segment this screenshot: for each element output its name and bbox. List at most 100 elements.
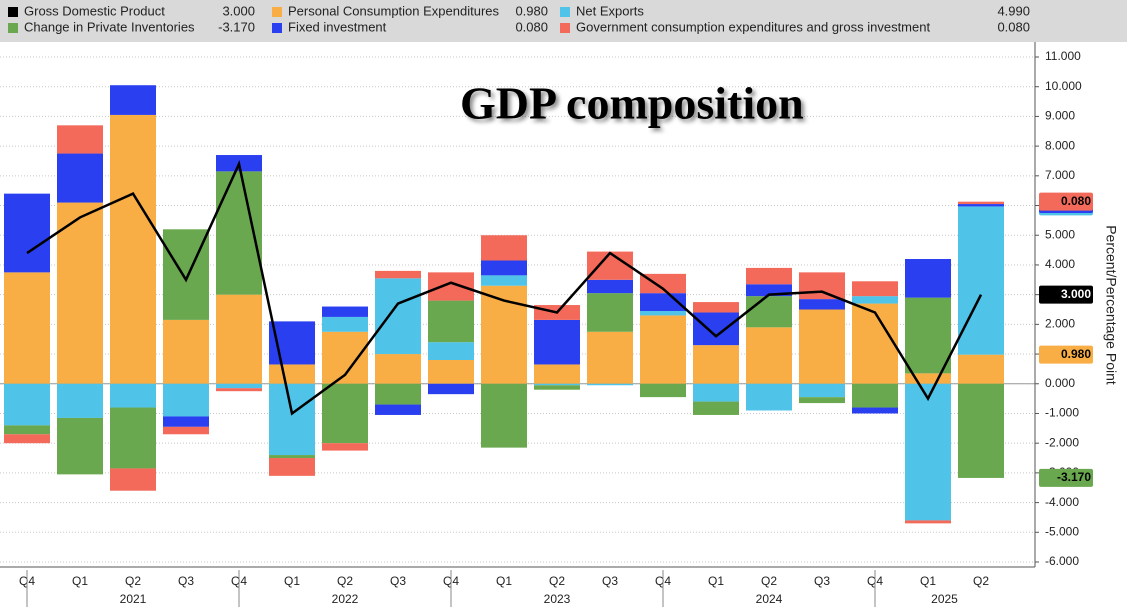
legend-swatch	[8, 7, 18, 17]
x-tick-label: Q1	[920, 574, 936, 588]
bar	[799, 309, 845, 384]
bar	[640, 273, 686, 294]
bar	[534, 385, 580, 390]
bar	[4, 425, 50, 435]
bar	[693, 345, 739, 384]
bar	[852, 303, 898, 384]
bar	[799, 299, 845, 310]
bar	[852, 383, 898, 408]
x-tick-label: Q2	[125, 574, 141, 588]
y-tick-label: 8.000	[1045, 138, 1075, 152]
bar	[4, 272, 50, 384]
bar	[322, 316, 368, 332]
bar	[534, 319, 580, 365]
value-tag-label: -3.170	[1057, 470, 1091, 484]
bar	[905, 259, 951, 298]
bar	[693, 401, 739, 415]
bar	[216, 388, 262, 392]
bar	[428, 342, 474, 360]
bar	[746, 327, 792, 384]
bar	[269, 364, 315, 384]
value-tag	[1039, 285, 1093, 304]
bar	[322, 306, 368, 317]
legend-swatch	[8, 23, 18, 33]
bar	[375, 278, 421, 355]
value-tag	[1039, 468, 1093, 487]
bar	[375, 354, 421, 384]
bar	[322, 443, 368, 451]
y-tick-label: -1.000	[1045, 406, 1079, 420]
bar	[269, 383, 315, 456]
bar	[640, 383, 686, 398]
bar	[4, 193, 50, 273]
legend-swatch	[560, 23, 570, 33]
bar	[746, 296, 792, 328]
bar	[4, 383, 50, 426]
legend-value: 0.980	[515, 3, 548, 18]
bar	[693, 302, 739, 313]
bar	[375, 270, 421, 279]
year-label: 2022	[332, 592, 359, 606]
bar	[905, 297, 951, 374]
bar	[163, 416, 209, 427]
bar	[958, 354, 1004, 384]
bar	[57, 125, 103, 154]
bar	[4, 434, 50, 444]
bar	[322, 383, 368, 444]
bar	[587, 293, 633, 332]
x-tick-label: Q2	[549, 574, 565, 588]
x-tick-label: Q3	[602, 574, 618, 588]
x-tick-label: Q1	[496, 574, 512, 588]
x-tick-label: Q1	[284, 574, 300, 588]
legend-value: 0.080	[515, 19, 548, 34]
y-tick-label: -2.000	[1045, 435, 1079, 449]
x-tick-label: Q3	[814, 574, 830, 588]
x-tick-label: Q2	[973, 574, 989, 588]
x-tick-label: Q3	[390, 574, 406, 588]
bar	[110, 383, 156, 408]
y-tick-label: 11.000	[1045, 49, 1081, 63]
value-tag	[1039, 192, 1093, 211]
legend-label: Government consumption expenditures and …	[576, 19, 930, 34]
bar	[216, 383, 262, 389]
bar	[57, 202, 103, 384]
y-tick-label: 0.000	[1045, 376, 1075, 390]
bar	[481, 383, 527, 448]
bar	[693, 312, 739, 346]
legend-value: 0.080	[997, 19, 1030, 34]
year-label: 2024	[756, 592, 783, 606]
value-tag-label: 0.080	[1061, 194, 1091, 208]
bar	[746, 267, 792, 285]
bar	[799, 272, 845, 300]
bar	[905, 383, 951, 521]
bar	[640, 315, 686, 384]
bar	[57, 417, 103, 475]
bar	[852, 281, 898, 297]
bar	[163, 383, 209, 417]
line	[26, 159, 983, 416]
y-tick-label: 10.000	[1045, 79, 1082, 93]
y-tick-label: -4.000	[1045, 495, 1079, 509]
bar	[958, 206, 1004, 355]
bar	[799, 397, 845, 404]
year-label: 2021	[120, 592, 147, 606]
x-tick-label: Q1	[72, 574, 88, 588]
bar	[481, 285, 527, 384]
bar	[428, 272, 474, 301]
chart-title: GDP composition	[460, 78, 804, 129]
bar	[269, 455, 315, 459]
legend-label: Gross Domestic Product	[24, 3, 165, 18]
bar	[587, 331, 633, 384]
y-axis-label: Percent/Percentage Point	[1103, 225, 1119, 385]
bar	[428, 300, 474, 343]
legend-label: Net Exports	[576, 3, 644, 18]
bar	[163, 426, 209, 435]
bar	[587, 251, 633, 280]
bar	[534, 383, 580, 386]
legend-label: Personal Consumption Expenditures	[288, 3, 500, 18]
legend-swatch	[272, 23, 282, 33]
value-tag	[1039, 345, 1093, 364]
bar	[110, 114, 156, 384]
